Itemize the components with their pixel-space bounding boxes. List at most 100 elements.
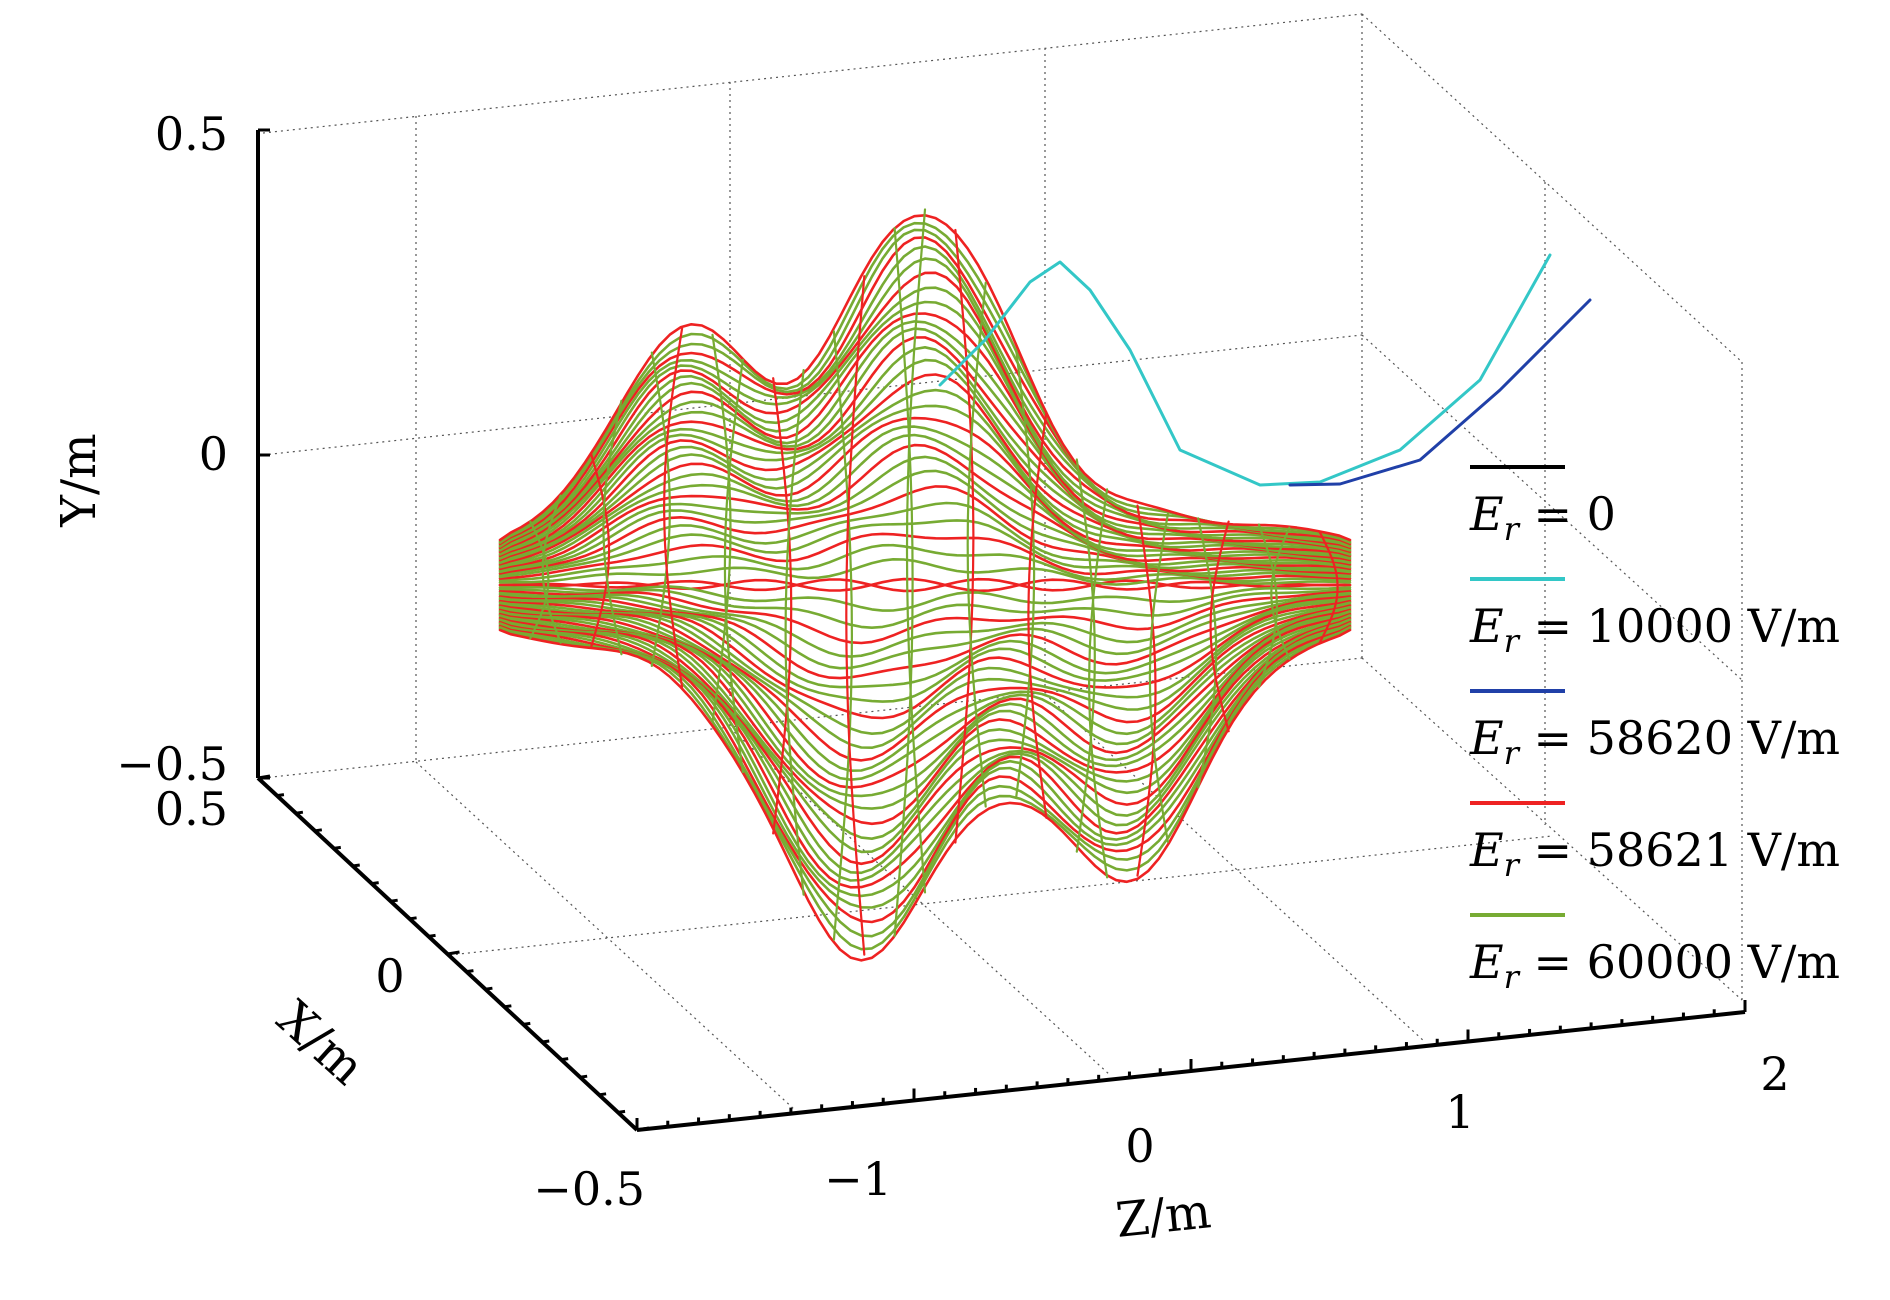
trajectory-rib-8 bbox=[723, 358, 744, 774]
z-tick-label-2: 2 bbox=[1760, 1047, 1789, 1101]
trajectory-rib-26 bbox=[1270, 526, 1291, 660]
trajectory-lower-15 bbox=[498, 608, 1352, 789]
trajectory-lower-14 bbox=[498, 607, 1352, 781]
x-axis-tick-2 bbox=[295, 810, 304, 815]
trajectory-rib-6 bbox=[663, 327, 684, 689]
trajectory-lower-22 bbox=[498, 618, 1352, 875]
x-tick-label-top: 0.5 bbox=[155, 782, 228, 836]
x-axis-tick-19 bbox=[617, 1109, 626, 1114]
x-axis-tick-4 bbox=[333, 845, 342, 850]
trajectory-upper-13 bbox=[498, 404, 1352, 565]
trajectory-lower-3 bbox=[498, 590, 1352, 645]
trajectory-rib-16 bbox=[966, 281, 987, 808]
legend-label-2: Er = 58620 V/m bbox=[1469, 711, 1840, 772]
trajectory-upper-14 bbox=[498, 388, 1352, 563]
trajectory-rib-10 bbox=[784, 369, 805, 896]
axis-ticks bbox=[257, 128, 1747, 1132]
x-axis-tick-11 bbox=[466, 969, 474, 974]
trajectory-rib-12 bbox=[845, 275, 866, 956]
x-axis-tick-12 bbox=[485, 986, 493, 991]
trajectory-rib-3 bbox=[590, 452, 611, 649]
x-axis-tick-7 bbox=[390, 898, 398, 903]
trajectory-lower-2 bbox=[498, 588, 1352, 629]
y-tick-label-bottom: −0.5 bbox=[116, 737, 228, 791]
trajectory-upper-16 bbox=[498, 358, 1352, 560]
trajectory-upper-8 bbox=[498, 455, 1352, 572]
trajectory-upper-15 bbox=[498, 373, 1352, 562]
x-axis-tick-3 bbox=[314, 828, 323, 833]
trajectory-lower-21 bbox=[498, 616, 1352, 866]
trajectory-upper-25 bbox=[498, 257, 1352, 548]
x-axis-tick-14 bbox=[523, 1021, 531, 1026]
legend-label-0: Er = 0 bbox=[1469, 487, 1616, 548]
x-axis-tick-17 bbox=[579, 1074, 588, 1079]
x-axis-tick-1 bbox=[276, 793, 285, 798]
trajectory-lower-16 bbox=[498, 610, 1352, 798]
trajectory-upper-17 bbox=[498, 346, 1352, 559]
trajectory-10000 bbox=[938, 253, 1552, 487]
legend-label-1: Er = 10000 V/m bbox=[1469, 599, 1840, 660]
trajectory-lower-24 bbox=[498, 620, 1352, 889]
trajectory-upper-26 bbox=[498, 245, 1352, 547]
trajectory-rib-20 bbox=[1088, 488, 1109, 879]
grid-floor-z3 bbox=[1044, 693, 1426, 1043]
trajectory-lower-23 bbox=[498, 619, 1352, 882]
trajectory-rib-11 bbox=[832, 330, 853, 941]
x-axis-tick-0 bbox=[257, 774, 271, 780]
trajectory-rib-14 bbox=[905, 208, 927, 894]
trajectory-upper-3 bbox=[498, 532, 1352, 580]
x-axis-tick-9 bbox=[428, 933, 436, 938]
trajectory-58620 bbox=[1288, 298, 1592, 487]
trajectory-rib-18 bbox=[1027, 411, 1048, 819]
grid-right-floor-edge bbox=[1361, 657, 1743, 1001]
x-tick-label-bottom: −0.5 bbox=[533, 1162, 645, 1216]
trajectory-lower-20 bbox=[498, 615, 1352, 854]
trajectory-rib-23 bbox=[1197, 517, 1218, 789]
trajectory-rib-19 bbox=[1075, 458, 1096, 853]
x-axis-tick-16 bbox=[560, 1057, 569, 1062]
legend-label-3: Er = 58621 V/m bbox=[1469, 823, 1840, 884]
trajectory-lower-1 bbox=[498, 585, 1352, 612]
trajectory-rib-2 bbox=[541, 494, 562, 644]
trajectory-rib-15 bbox=[954, 228, 975, 844]
grid-floor-x0 bbox=[449, 835, 1553, 956]
trajectory-rib-4 bbox=[602, 399, 623, 656]
trajectory-rib-1 bbox=[529, 520, 550, 640]
trajectory-rib-13 bbox=[893, 227, 914, 938]
trajectory-lower-12 bbox=[498, 604, 1352, 762]
z-tick-label-0: 0 bbox=[1125, 1119, 1154, 1173]
z-axis-label: Z/m bbox=[1113, 1183, 1213, 1249]
trajectory-rib-27 bbox=[1318, 530, 1339, 644]
trajectory-lower-13 bbox=[498, 605, 1352, 772]
legend: Er = 0 Er = 10000 V/m Er = 58620 V/m Er = 5… bbox=[1469, 465, 1840, 996]
trajectory-upper-28 bbox=[498, 228, 1352, 544]
trajectory-lower-0 bbox=[498, 577, 1352, 593]
trajectory-rib-25 bbox=[1257, 523, 1278, 689]
trajectory-lower-5 bbox=[498, 593, 1352, 670]
y-tick-label-top: 0.5 bbox=[155, 107, 228, 161]
trajectory-rib-9 bbox=[772, 377, 793, 835]
grid-right-y0 bbox=[1361, 334, 1743, 681]
grid-right-top-edge bbox=[1361, 13, 1743, 363]
legend-label-4: Er = 60000 V/m bbox=[1469, 935, 1840, 996]
z-tick-label-neg1: −1 bbox=[824, 1152, 892, 1206]
trajectory-lower-6 bbox=[498, 595, 1352, 680]
x-axis-tick-10 bbox=[447, 950, 460, 956]
trajectory-upper-0 bbox=[498, 577, 1352, 593]
trajectory-rib-5 bbox=[650, 351, 671, 667]
x-axis-tick-20 bbox=[636, 1126, 650, 1132]
trajectory-lower-25 bbox=[498, 622, 1352, 898]
trajectory-lower-4 bbox=[498, 591, 1352, 658]
trajectory-rib-24 bbox=[1209, 520, 1230, 733]
x-axis-tick-8 bbox=[409, 916, 417, 921]
x-axis-tick-15 bbox=[542, 1039, 550, 1044]
x-axis-tick-5 bbox=[352, 863, 360, 868]
grid-floor-z1 bbox=[415, 761, 796, 1111]
trajectory-lower-11 bbox=[498, 602, 1352, 749]
trajectory-rib-21 bbox=[1136, 504, 1157, 877]
trajectory-lower-7 bbox=[498, 596, 1352, 689]
x-axis-tick-6 bbox=[371, 881, 379, 886]
trajectory-rib-7 bbox=[711, 333, 732, 723]
grid-back-top-edge bbox=[262, 13, 1363, 134]
